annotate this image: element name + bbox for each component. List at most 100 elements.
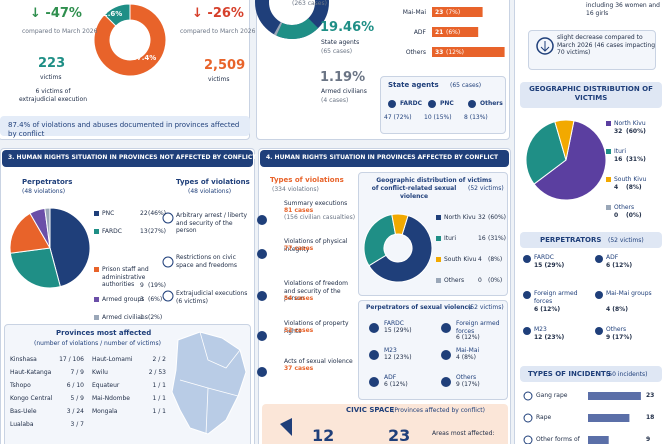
label-text: (48 violations)	[22, 188, 66, 195]
label-text: (6%)	[446, 29, 461, 36]
label-text: (0%)	[488, 277, 503, 284]
label-text: 12	[312, 426, 335, 444]
label-text: Ituri	[614, 148, 627, 155]
icon	[523, 255, 531, 263]
label-text: Summary executions	[284, 200, 348, 207]
icon	[428, 100, 436, 108]
value-text: 9	[646, 436, 651, 443]
label-text: 54 cases	[284, 295, 314, 302]
value-text: 32	[478, 214, 486, 221]
label-text: -26%	[192, 6, 244, 22]
label-text: Types of violations	[270, 176, 344, 184]
label-text: 2,509	[204, 58, 246, 73]
civic-box	[262, 404, 508, 444]
label-text: Geographic distribution of victims	[376, 177, 492, 184]
label-text: (6%)	[148, 296, 163, 303]
megaphone-icon	[280, 418, 292, 436]
label-text: (31%)	[626, 156, 646, 163]
incident-bar	[588, 414, 630, 422]
legend-swatch	[436, 215, 441, 220]
value-text: 23	[646, 392, 655, 399]
label-text: 1 / 1	[152, 395, 166, 402]
perp-sv-box	[358, 300, 508, 400]
pie-slice	[9, 247, 61, 289]
label-text: Haut-Katanga	[10, 369, 52, 376]
label-text: (52 victims)	[468, 185, 504, 192]
label-text: victims	[208, 76, 230, 83]
label-text: 4 (8%)	[456, 354, 476, 361]
donut-slice	[273, 22, 283, 36]
icon	[523, 435, 533, 444]
label-text: 81 cases	[284, 207, 314, 214]
incident-bar	[588, 436, 609, 444]
label-text: Haut-Lomami	[92, 356, 133, 363]
value-text: 0	[614, 212, 619, 219]
geo-header	[520, 82, 662, 108]
label-text: (Provinces affected by conflict)	[392, 407, 485, 414]
label-text: 4. HUMAN RIGHTS SITUATION IN PROVINCES A…	[266, 154, 499, 161]
label-text: ADF	[413, 29, 426, 36]
value-text: 4	[614, 184, 619, 191]
state-agents-box	[380, 76, 506, 134]
icon	[257, 249, 267, 259]
label-text: victims	[40, 74, 62, 81]
label-text: Others	[480, 100, 503, 107]
label-text: (8%)	[626, 184, 642, 191]
icon	[595, 255, 603, 263]
label-text: 9 (17%)	[606, 334, 633, 341]
incident-header	[520, 366, 662, 382]
label-text: Violations of physical integrity	[284, 238, 348, 253]
label-text: ADF	[384, 374, 397, 381]
pie-slice	[363, 213, 397, 267]
label-text: 23	[388, 426, 411, 444]
label-text: 7 / 9	[70, 369, 84, 376]
label-text: State agents	[388, 81, 439, 89]
label-text: Types of violations	[176, 178, 250, 186]
label-text: Others	[405, 49, 426, 56]
icon	[388, 100, 396, 108]
label-text: 47 (72%)	[384, 114, 412, 121]
label-text: (number of violations / number of victim…	[34, 340, 161, 347]
value-text: 13	[140, 228, 148, 235]
label-text: (60%)	[626, 128, 646, 135]
label-text: (7%)	[446, 9, 461, 16]
label-text: FARDC	[384, 320, 404, 327]
label-text: (52 victims)	[608, 237, 644, 244]
label-text: Mai-Mai	[402, 9, 426, 16]
label-text: 1.19%	[320, 70, 366, 85]
value-text: 22	[140, 210, 148, 217]
label-text: 3. HUMAN RIGHTS SITUATION IN PROVINCES N…	[8, 154, 257, 161]
pie-slice	[391, 213, 409, 236]
label-text: Provinces most affected	[56, 329, 152, 337]
label-text: Restrictions on civic space and freedoms	[176, 254, 237, 269]
label-text: (27%)	[148, 228, 167, 235]
legend-swatch	[606, 177, 611, 182]
label-text: FARDC	[102, 228, 122, 235]
value-text: 9	[140, 282, 144, 289]
label-text: (8%)	[488, 256, 503, 263]
icon	[257, 367, 267, 377]
label-text: 9 (17%)	[456, 381, 480, 388]
label-text: Rape	[536, 414, 552, 421]
icon	[369, 377, 379, 387]
label-text: 52 cases	[284, 327, 314, 334]
pie-slice	[49, 207, 91, 288]
legend-swatch	[94, 267, 99, 272]
label-text: 87.4%	[132, 54, 157, 62]
label-text: 6 (12%)	[456, 334, 480, 341]
label-text: Others	[444, 277, 465, 284]
label-text: PERPETRATORS	[540, 236, 602, 244]
label-text: Mai-Ndombe	[92, 395, 130, 402]
label-text: 6 victims of extrajudicial execution	[18, 88, 88, 103]
label-text: 2 / 2	[152, 356, 166, 363]
icon	[468, 100, 476, 108]
label-text: 8 (13%)	[464, 114, 488, 121]
label-text: Kinshasa	[10, 356, 37, 363]
label-text: 4 (8%)	[606, 306, 628, 313]
label-text: Mai-Mai	[456, 347, 480, 354]
icon	[523, 391, 533, 401]
value-text: 4	[478, 256, 482, 263]
icon	[369, 350, 379, 360]
label-text: (52 victims)	[468, 304, 504, 311]
